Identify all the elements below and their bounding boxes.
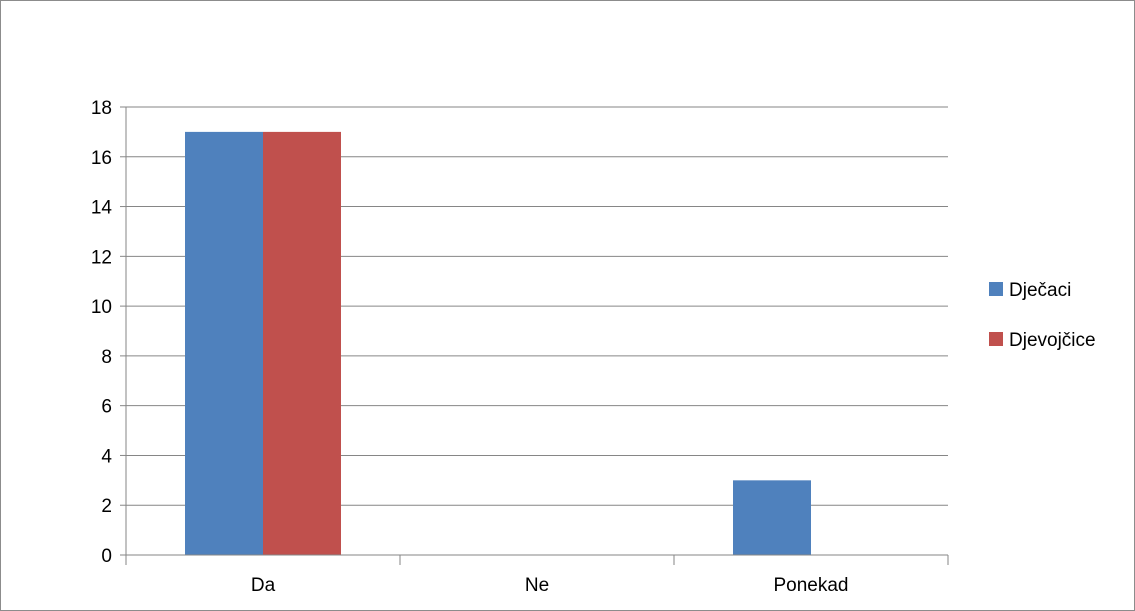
y-tick-label: 16 [91,148,112,169]
legend-swatch-1 [989,282,1003,296]
bar-ponekad-series-1 [733,480,811,555]
y-tick-label: 14 [91,198,113,219]
axes [120,106,949,565]
y-tick-label: 18 [91,98,112,119]
legend-label-1: Dječaci [1009,280,1071,301]
y-tick-label: 10 [91,297,112,318]
bar-da-series-2 [263,131,341,555]
y-tick-label: 6 [101,397,112,418]
x-category-label: Da [251,575,276,596]
y-tick-label: 8 [101,347,112,368]
legend-label-2: Djevojčice [1009,330,1096,351]
y-tick-label: 0 [101,546,112,567]
x-category-label: Ponekad [773,575,848,596]
x-category-label: Ne [525,575,549,596]
bar-da-series-1 [185,131,263,555]
y-tick-label: 4 [101,446,112,467]
y-tick-label: 12 [91,247,112,268]
legend-swatch-2 [989,332,1003,346]
bars [185,131,811,555]
y-tick-label: 2 [101,496,112,517]
axis-labels: 0 2 4 6 8 10 12 14 16 18 Da Ne Ponekad [91,98,849,596]
legend: Dječaci Djevojčice [989,280,1096,351]
